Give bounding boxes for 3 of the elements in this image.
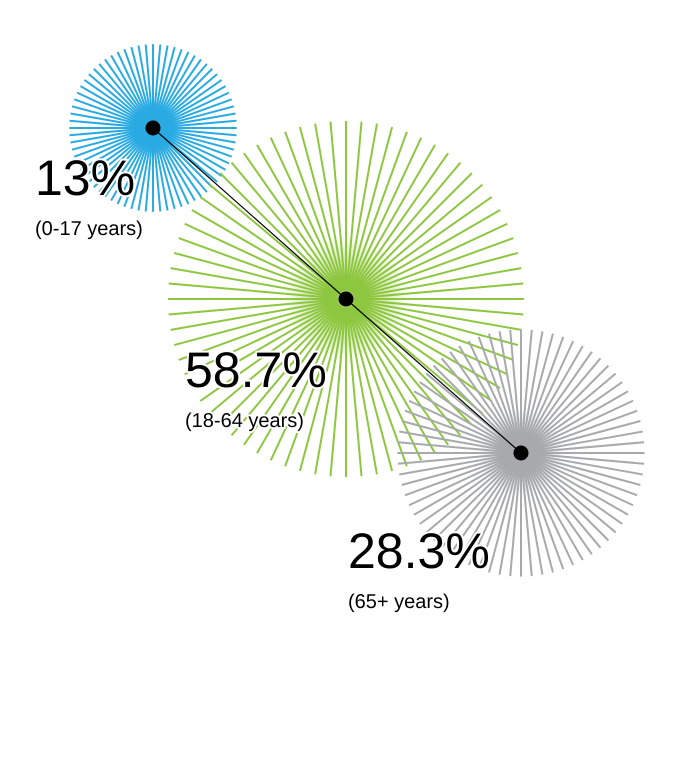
category-label: (65+ years) <box>348 591 450 613</box>
category-label: (0-17 years) <box>35 218 143 240</box>
data-label: 28.3% <box>348 523 490 579</box>
